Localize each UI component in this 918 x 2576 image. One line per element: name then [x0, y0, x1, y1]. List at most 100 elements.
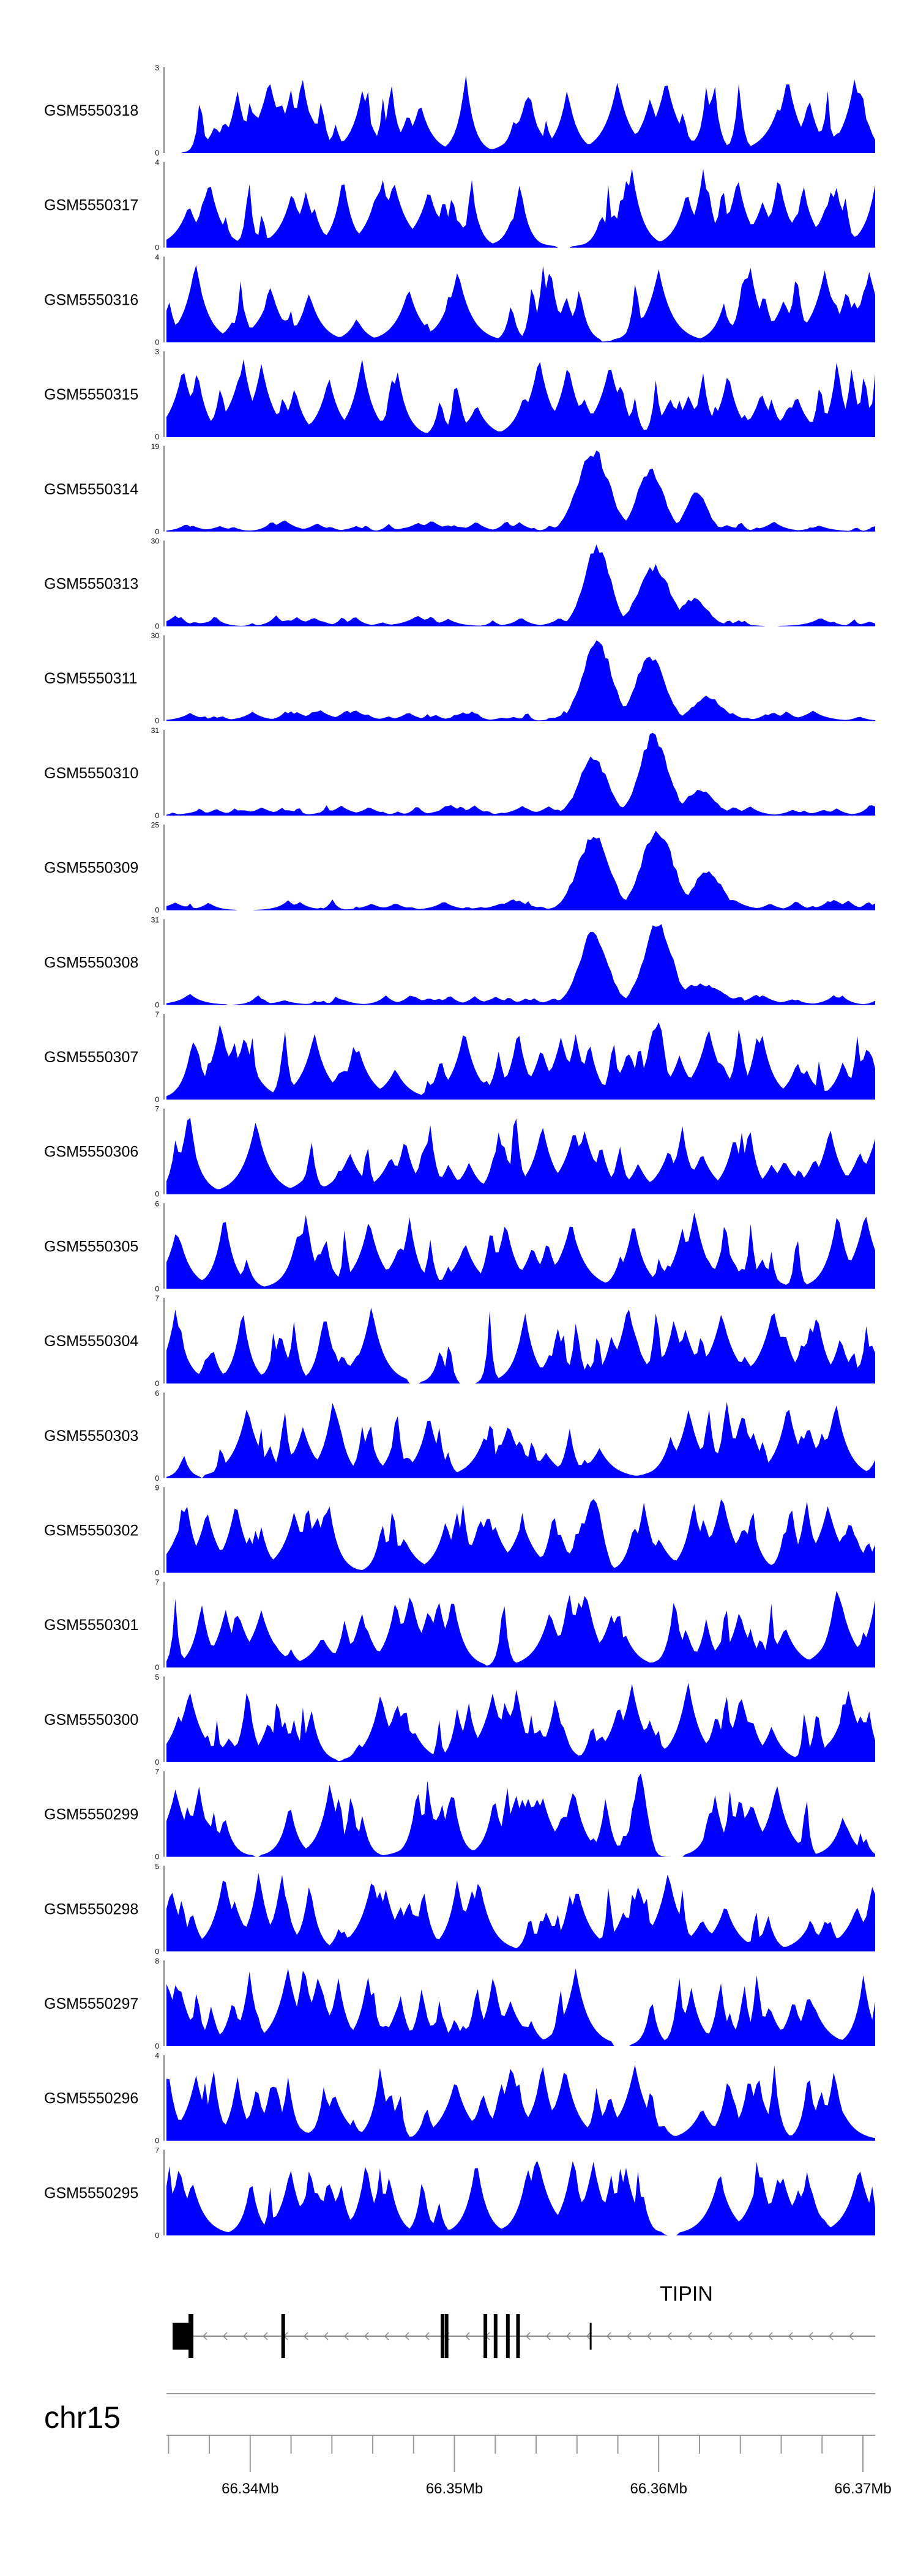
y-tick-min: 0: [155, 244, 159, 252]
track-GSM5550316: GSM5550316 4 0: [44, 253, 875, 346]
coverage-area: [166, 1022, 875, 1100]
y-tick-max: 9: [155, 1484, 159, 1492]
gene-exon: [444, 2314, 449, 2358]
gene-exon: [483, 2314, 488, 2358]
y-tick-min: 0: [155, 2231, 159, 2239]
y-tick-min: 0: [155, 2042, 159, 2050]
y-tick-max: 7: [155, 1294, 159, 1303]
track-GSM5550301: GSM5550301 7 0: [44, 1578, 875, 1672]
coverage-area: [166, 1968, 875, 2046]
track-GSM5550309: GSM5550309 25 0: [44, 821, 875, 915]
strand-arrow: [646, 2332, 652, 2340]
track-label: GSM5550297: [44, 1995, 138, 2012]
x-tick-label: 66.36Mb: [630, 2481, 687, 2497]
track-GSM5550296: GSM5550296 4 0: [44, 2052, 875, 2145]
y-tick-min: 0: [155, 622, 159, 631]
y-tick-min: 0: [155, 1474, 159, 1483]
track-label: GSM5550296: [44, 2090, 138, 2107]
strand-arrow: [565, 2332, 571, 2340]
coverage-area: [166, 1117, 875, 1194]
genome-axis: chr15 66.34Mb 66.35Mb 66.36Mb 66.37Mb: [44, 2393, 892, 2497]
track-label: GSM5550303: [44, 1428, 138, 1445]
y-tick-min: 0: [155, 527, 159, 536]
strand-arrow: [687, 2332, 692, 2340]
track-GSM5550303: GSM5550303 6 0: [44, 1389, 875, 1483]
strand-arrow: [707, 2332, 712, 2340]
track-label: GSM5550300: [44, 1711, 138, 1729]
gene-exon: [506, 2314, 510, 2358]
y-tick-max: 7: [155, 1768, 159, 1776]
y-tick-max: 7: [155, 1578, 159, 1587]
track-label: GSM5550302: [44, 1522, 138, 1539]
coverage-area: [166, 640, 875, 721]
strand-arrow: [202, 2332, 207, 2340]
strand-arrow: [586, 2332, 591, 2340]
strand-arrow: [222, 2332, 228, 2340]
coverage-area: [166, 1308, 875, 1384]
track-label: GSM5550314: [44, 481, 138, 498]
strand-arrow: [788, 2332, 793, 2340]
y-tick-min: 0: [155, 717, 159, 725]
track-label: GSM5550318: [44, 102, 138, 119]
x-tick-label: 66.37Mb: [834, 2481, 891, 2497]
strand-arrow: [343, 2332, 349, 2340]
track-label: GSM5550305: [44, 1238, 138, 1255]
coverage-area: [166, 1873, 875, 1952]
strand-arrow: [828, 2332, 834, 2340]
track-GSM5550305: GSM5550305 6 0: [44, 1199, 875, 1293]
coverage-area: [166, 544, 875, 627]
y-tick-max: 5: [155, 1862, 159, 1871]
strand-arrow: [606, 2332, 611, 2340]
track-label: GSM5550313: [44, 576, 138, 593]
strand-arrow: [525, 2332, 531, 2340]
y-tick-max: 6: [155, 1199, 159, 1208]
strand-arrow: [747, 2332, 753, 2340]
y-tick-min: 0: [155, 1758, 159, 1766]
track-label: GSM5550310: [44, 765, 138, 782]
track-GSM5550315: GSM5550315 3 0: [44, 348, 875, 441]
y-tick-max: 4: [155, 158, 159, 167]
strand-arrow: [666, 2332, 672, 2340]
track-GSM5550300: GSM5550300 5 0: [44, 1673, 875, 1766]
strand-arrow: [545, 2332, 551, 2340]
gene-exon: [589, 2323, 592, 2350]
track-GSM5550299: GSM5550299 7 0: [44, 1768, 875, 1861]
gene-exon: [493, 2314, 498, 2358]
coverage-area: [166, 1212, 875, 1289]
y-tick-max: 5: [155, 1673, 159, 1681]
track-GSM5550311: GSM5550311 30 0: [44, 631, 875, 725]
coverage-area: [166, 2161, 875, 2236]
y-tick-min: 0: [155, 1284, 159, 1293]
y-tick-min: 0: [155, 1947, 159, 1956]
coverage-area: [166, 1402, 875, 1478]
coverage-area: [166, 830, 875, 910]
coverage-area: [166, 265, 875, 343]
coverage-tracks: GSM555031830GSM555031740GSM555031640GSM5…: [44, 64, 875, 2239]
strand-arrow: [808, 2332, 813, 2340]
y-tick-min: 0: [155, 811, 159, 820]
track-label: GSM5550301: [44, 1617, 138, 1634]
strand-arrow: [404, 2332, 409, 2340]
y-tick-max: 8: [155, 1957, 159, 1965]
track-label: GSM5550298: [44, 1900, 138, 1918]
y-tick-max: 4: [155, 253, 159, 261]
strand-arrow: [465, 2332, 470, 2340]
strand-arrow: [364, 2332, 369, 2340]
strand-arrow: [727, 2332, 733, 2340]
y-tick-max: 25: [151, 821, 160, 830]
gene-exon: [281, 2314, 285, 2358]
y-tick-min: 0: [155, 1190, 159, 1199]
track-GSM5550302: GSM5550302 9 0: [44, 1484, 875, 1577]
y-tick-max: 4: [155, 2052, 159, 2060]
y-tick-min: 0: [155, 1569, 159, 1577]
track-GSM5550313: GSM5550313 30 0: [44, 537, 875, 631]
gene-model: TIPIN: [173, 2282, 875, 2358]
y-tick-max: 3: [155, 348, 159, 356]
coverage-area: [166, 1683, 875, 1762]
y-tick-min: 0: [155, 1095, 159, 1104]
track-GSM5550297: GSM5550297 8 0: [44, 1957, 875, 2050]
y-tick-max: 30: [151, 537, 160, 546]
track-GSM5550295: GSM5550295 7 0: [44, 2146, 875, 2239]
track-label: GSM5550311: [44, 670, 137, 687]
